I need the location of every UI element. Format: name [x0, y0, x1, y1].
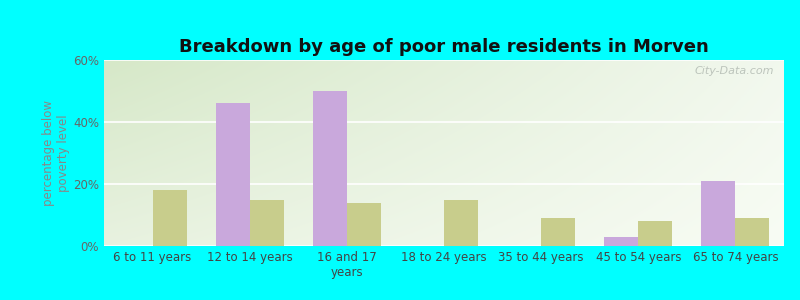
Bar	[216, 103, 250, 246]
Bar	[702, 181, 735, 246]
Bar	[313, 91, 347, 246]
Bar	[444, 200, 478, 246]
Bar	[250, 200, 284, 246]
Text: City-Data.com: City-Data.com	[694, 66, 774, 76]
Bar	[153, 190, 186, 246]
Y-axis label: percentage below
poverty level: percentage below poverty level	[42, 100, 70, 206]
Bar	[638, 221, 672, 246]
Bar	[541, 218, 575, 246]
Bar	[735, 218, 770, 246]
Title: Breakdown by age of poor male residents in Morven: Breakdown by age of poor male residents …	[179, 38, 709, 56]
Bar	[347, 202, 381, 246]
Bar	[604, 237, 638, 246]
